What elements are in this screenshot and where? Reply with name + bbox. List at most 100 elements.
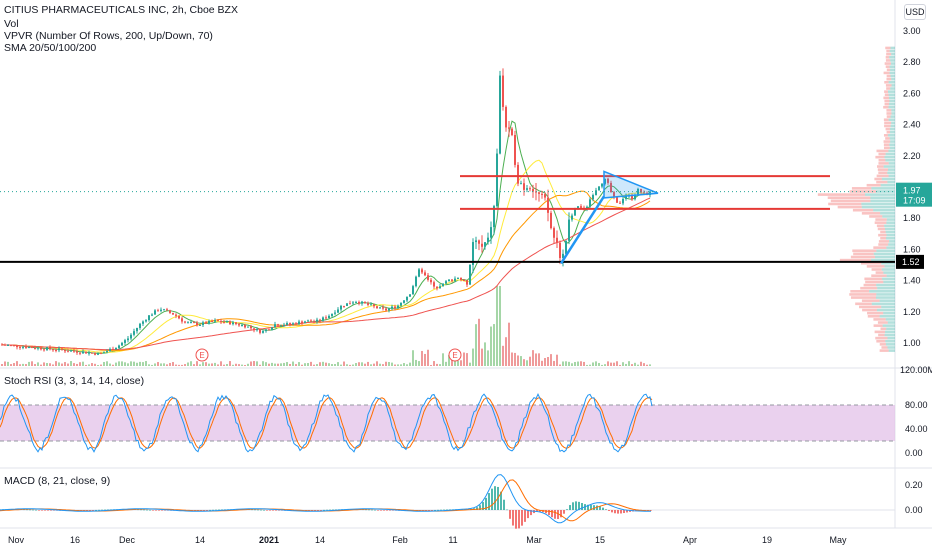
candle-body <box>610 182 612 193</box>
candle-body <box>640 188 642 193</box>
macd-histogram-bar <box>593 505 595 510</box>
volume-profile-up <box>884 227 895 231</box>
volume-bar <box>181 364 183 366</box>
volume-bar <box>358 362 360 366</box>
volume-profile-up <box>891 77 895 81</box>
candle-body <box>478 240 480 244</box>
candlesticks <box>1 68 651 356</box>
volume-profile-down <box>874 221 887 224</box>
volume-bar <box>511 352 513 366</box>
stoch-rsi-legend[interactable]: Stoch RSI (3, 3, 14, 14, close) <box>4 375 145 387</box>
volume-bar <box>496 286 498 366</box>
candle-body <box>538 192 540 194</box>
candle-body <box>406 296 408 301</box>
volume-bar <box>133 361 135 366</box>
volume-profile-down <box>883 134 889 137</box>
volume-profile-down <box>885 127 890 131</box>
volume-legend[interactable]: Vol <box>4 18 19 30</box>
volume-profile-down <box>861 212 881 215</box>
volume-bar <box>424 353 426 366</box>
volume-bar <box>481 348 483 366</box>
candle-body <box>232 322 234 325</box>
candle-body <box>352 302 354 304</box>
volume-bar <box>613 362 615 366</box>
volume-profile-up <box>876 283 895 287</box>
volume-profile-up <box>890 68 895 72</box>
candle-body <box>550 212 552 229</box>
vpvr-legend[interactable]: VPVR (Number Of Rows, 200, Up/Down, 70) <box>4 30 213 42</box>
volume-profile-up <box>885 343 895 346</box>
candle-body <box>499 75 501 154</box>
volume-profile-up <box>888 93 895 97</box>
candle-body <box>469 265 471 285</box>
volume-profile-up <box>885 158 895 162</box>
sma-legend[interactable]: SMA 20/50/100/200 <box>4 42 97 54</box>
volume-profile-down <box>852 249 877 253</box>
macd-histogram-bar <box>41 510 43 511</box>
candle-body <box>427 275 429 280</box>
volume-bar <box>355 363 357 366</box>
candle-body <box>346 303 348 306</box>
macd-histogram-bar <box>140 509 142 511</box>
macd-histogram-bar <box>536 510 538 512</box>
candle-body <box>184 321 186 323</box>
volume-bar <box>250 361 252 366</box>
volume-profile-down <box>878 240 890 243</box>
volume-profile-up <box>882 177 895 181</box>
volume-bar <box>307 363 309 366</box>
volume-profile-up <box>873 252 895 256</box>
volume-bar <box>406 364 408 366</box>
volume-bar <box>58 362 60 366</box>
candle-body <box>28 346 30 348</box>
flag-pole-line[interactable] <box>559 195 606 265</box>
candle-body <box>412 286 414 295</box>
volume-bar <box>28 361 30 366</box>
volume-profile-down <box>878 158 886 162</box>
earnings-marker-label: E <box>452 351 457 360</box>
volume-profile-up <box>861 202 895 206</box>
candle-body <box>241 324 243 326</box>
candle-body <box>7 344 9 346</box>
volume-profile-down <box>827 196 871 200</box>
volume-bar <box>577 361 579 366</box>
stoch-k-line <box>0 393 653 453</box>
macd-histogram-bar <box>515 510 517 529</box>
currency-badge[interactable]: USD <box>904 4 926 20</box>
volume-bar <box>388 361 390 366</box>
volume-profile-down <box>884 124 891 128</box>
candle-body <box>523 183 525 190</box>
candle-body <box>631 195 633 200</box>
volume-profile-down <box>876 339 886 343</box>
volume-bar <box>622 362 624 366</box>
candle-body <box>607 178 609 183</box>
candle-body <box>22 346 24 348</box>
macd-legend[interactable]: MACD (8, 21, close, 9) <box>4 475 111 487</box>
macd-histogram-bar <box>47 510 49 511</box>
candle-body <box>547 197 549 213</box>
candle-body <box>442 283 444 287</box>
candle-body <box>253 328 255 331</box>
candle-body <box>31 346 33 348</box>
volume-bar <box>505 337 507 366</box>
macd-histogram-bar <box>26 509 28 511</box>
candle-body <box>70 350 72 352</box>
candle-body <box>574 209 576 216</box>
volume-bar <box>556 354 558 366</box>
volume-bar <box>268 363 270 366</box>
earnings-marker[interactable] <box>448 348 462 362</box>
macd-histogram-bar <box>206 510 208 511</box>
volume-profile-up <box>888 149 895 153</box>
volume-bar <box>277 363 279 366</box>
time-tick-label: 19 <box>762 535 772 545</box>
candle-body <box>451 279 453 281</box>
volume-bar <box>208 363 210 366</box>
volume-bar <box>223 364 225 366</box>
earnings-marker[interactable] <box>195 348 209 362</box>
chart-title[interactable]: CITIUS PHARMACEUTICALS INC, 2h, Cboe BZX <box>4 4 238 16</box>
volume-profile-up <box>890 130 895 134</box>
macd-histogram-bar <box>506 509 508 511</box>
time-axis[interactable]: Nov 16 Dec 14 2021 14 Feb 11 Mar 15 Apr 19 May <box>8 535 847 545</box>
